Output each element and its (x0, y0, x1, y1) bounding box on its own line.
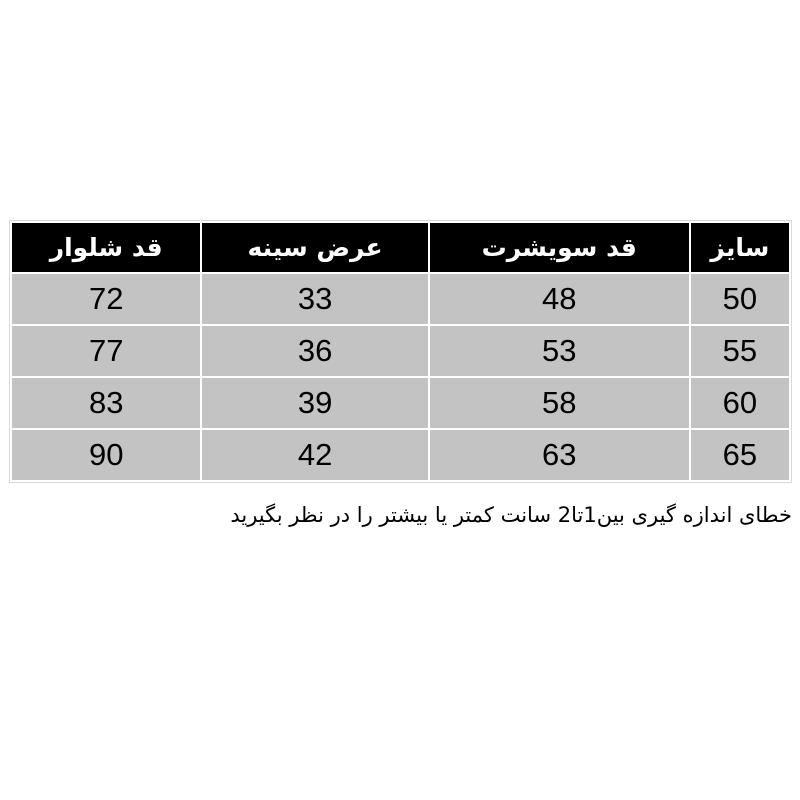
table-cell: 50 (690, 274, 789, 324)
header-hoodie-length: قد سویشرت (429, 223, 689, 272)
table-cell: 55 (690, 326, 789, 376)
table-cell: 83 (12, 378, 201, 428)
header-pants-length: قد شلوار (12, 223, 201, 272)
table-row: 50 48 33 72 (12, 274, 789, 324)
table-cell: 63 (429, 430, 689, 480)
table-cell: 36 (202, 326, 428, 376)
table-cell: 58 (429, 378, 689, 428)
table-row: 55 53 36 77 (12, 326, 789, 376)
table-cell: 90 (12, 430, 201, 480)
table-row: 65 63 42 90 (12, 430, 789, 480)
table-cell: 77 (12, 326, 201, 376)
table-cell: 53 (429, 326, 689, 376)
table-cell: 39 (202, 378, 428, 428)
table-cell: 48 (429, 274, 689, 324)
header-size: سایز (690, 223, 789, 272)
header-chest-width: عرض سینه (202, 223, 428, 272)
table-cell: 33 (202, 274, 428, 324)
table-cell: 65 (690, 430, 789, 480)
header-row: سایز قد سویشرت عرض سینه قد شلوار (12, 223, 789, 272)
measurement-note: خطای اندازه گیری بین1تا2 سانت کمتر یا بی… (230, 503, 792, 527)
table-cell: 72 (12, 274, 201, 324)
table-cell: 60 (690, 378, 789, 428)
size-chart-table: سایز قد سویشرت عرض سینه قد شلوار 50 48 33 7… (9, 220, 792, 483)
table-row: 60 58 39 83 (12, 378, 789, 428)
table-cell: 42 (202, 430, 428, 480)
